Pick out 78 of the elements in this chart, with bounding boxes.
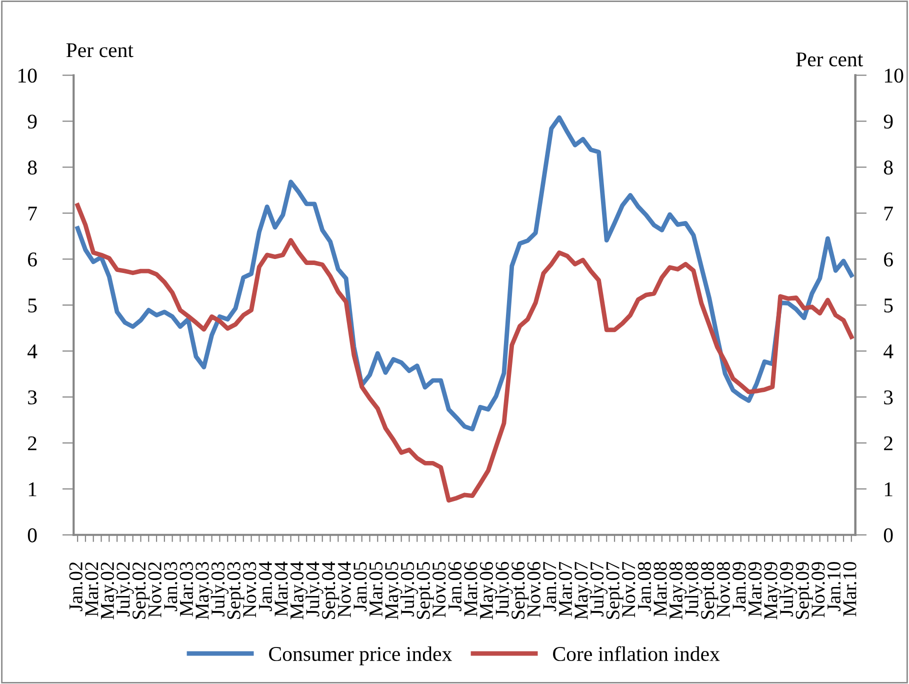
- y-tick-label: 2: [28, 436, 36, 450]
- x-tick-label: Mar.02: [85, 562, 98, 616]
- y2-tick-label: 0: [884, 528, 893, 542]
- y-axis-title: Per cent: [66, 43, 134, 58]
- y2-tick-label: 3: [884, 390, 893, 404]
- x-tick-label: Sept.09: [796, 562, 813, 619]
- x-tick-label: Nov.08: [716, 562, 730, 618]
- x-tick-label: Mar.06: [464, 562, 478, 616]
- y2-tick-label: 8: [884, 160, 893, 175]
- y-tick-label: 9: [28, 114, 37, 129]
- x-tick-label: Jan.04: [258, 562, 272, 612]
- x-tick-label: Mar.08: [654, 562, 667, 616]
- x-tick-label: Nov.06: [527, 562, 541, 618]
- x-tick-label: May.03: [196, 562, 213, 620]
- x-tick-label: July.09: [779, 562, 798, 616]
- y-tick-label: 6: [28, 252, 37, 267]
- x-tick-label: Jan.09: [732, 562, 746, 612]
- y2-tick-label: 5: [884, 298, 893, 312]
- x-tick-label: Nov.02: [148, 562, 162, 618]
- x-tick-label: July.05: [400, 562, 418, 616]
- y-tick-label: 1: [28, 482, 36, 496]
- x-tick-label: Jan.02: [69, 562, 83, 612]
- line-series: [75, 203, 854, 503]
- y-tick-label: 7: [28, 206, 37, 220]
- x-tick-label: Sept.07: [606, 562, 624, 619]
- y-tick-label: 10: [18, 68, 37, 83]
- x-tick-label: Mar.03: [180, 562, 194, 616]
- y2-tick-label: 10: [884, 68, 904, 83]
- x-tick-label: May.06: [480, 562, 498, 620]
- y-tick-label: 0: [28, 528, 37, 542]
- x-tick-label: Sept.08: [701, 562, 718, 619]
- x-tick-label: May.05: [385, 562, 402, 620]
- x-tick-label: Mar.09: [748, 562, 762, 616]
- y-tick-label: 5: [28, 298, 37, 312]
- x-tick-label: July.04: [306, 562, 324, 616]
- x-tick-label: May.08: [669, 562, 687, 620]
- y2-tick-label: 9: [884, 114, 893, 129]
- x-tick-label: Jan.07: [543, 562, 556, 612]
- x-tick-label: Jan.05: [354, 562, 367, 612]
- x-tick-label: Jan.03: [164, 562, 178, 612]
- x-tick-label: Nov.07: [622, 562, 636, 618]
- x-tick-label: Nov.05: [432, 562, 446, 618]
- x-tick-label: Sept.03: [227, 562, 244, 619]
- x-tick-label: Jan.06: [448, 562, 462, 612]
- x-tick-label: Mar.07: [558, 562, 572, 616]
- x-tick-label: July.02: [116, 562, 134, 616]
- x-tick-label: Nov.03: [243, 562, 256, 618]
- x-tick-label: Mar.05: [369, 562, 383, 616]
- x-tick-label: Nov.04: [338, 562, 352, 618]
- x-tick-label: May.02: [100, 562, 118, 620]
- y-tick-label: 8: [28, 160, 37, 175]
- y2-tick-label: 6: [884, 252, 893, 267]
- x-tick-label: Nov.09: [812, 562, 825, 618]
- x-tick-label: Sept.02: [132, 562, 150, 619]
- line-series: [75, 115, 854, 432]
- legend-label: Consumer price index: [269, 646, 452, 666]
- x-tick-label: Sept.06: [512, 562, 529, 619]
- legend-label: Core inflation index: [553, 646, 720, 662]
- x-tick-label: July.06: [495, 562, 513, 616]
- x-tick-label: July.08: [684, 562, 702, 616]
- y2-axis-title: Per cent: [796, 52, 864, 66]
- x-tick-label: Mar.04: [274, 562, 288, 616]
- x-tick-label: July.03: [210, 562, 229, 616]
- x-tick-label: Jan.08: [638, 562, 652, 612]
- x-tick-label: Sept.04: [322, 562, 340, 619]
- y2-tick-label: 4: [884, 344, 894, 358]
- y-tick-label: 3: [28, 390, 37, 404]
- x-tick-label: May.04: [290, 562, 308, 620]
- x-tick-label: Jan.10: [827, 562, 841, 612]
- x-tick-label: July.07: [590, 562, 608, 616]
- y2-tick-label: 2: [884, 436, 892, 450]
- y2-tick-label: 1: [884, 482, 892, 496]
- x-tick-label: Sept.05: [416, 562, 434, 619]
- x-tick-label: May.09: [764, 562, 782, 620]
- x-tick-label: Mar.10: [843, 562, 856, 616]
- y-tick-label: 4: [28, 344, 38, 358]
- y2-tick-label: 7: [884, 206, 893, 220]
- x-tick-label: May.07: [574, 562, 592, 620]
